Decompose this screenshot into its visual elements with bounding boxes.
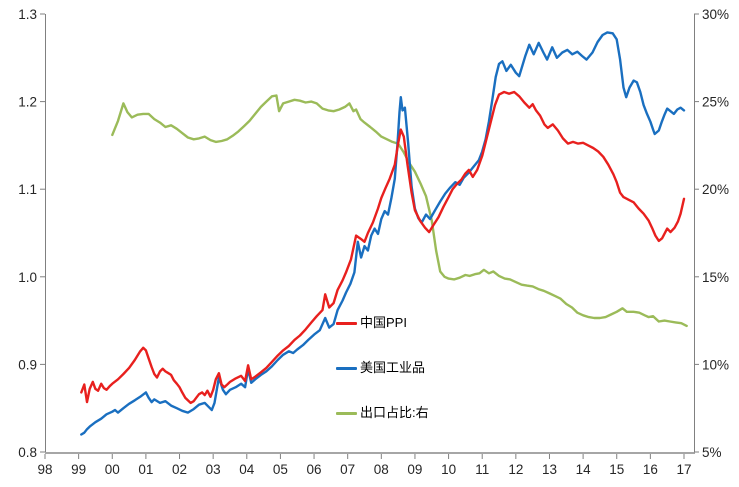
x-axis-tick-label: 02	[172, 462, 187, 477]
left-y-axis-tick-label: 1.3	[18, 7, 37, 22]
right-y-axis-tick-label: 20%	[702, 182, 729, 197]
right-y-axis-tick-label: 5%	[702, 445, 722, 460]
right-y-axis-tick-label: 25%	[702, 95, 729, 110]
right-y-axis-tick-label: 15%	[702, 270, 729, 285]
series-line-china_ppi	[80, 90, 686, 405]
x-axis-tick-label: 00	[105, 462, 120, 477]
legend-item-us-industrial: 美国工业品	[336, 360, 429, 376]
x-axis-tick-label: 01	[138, 462, 153, 477]
left-y-axis-tick-label: 1.2	[18, 95, 37, 110]
x-axis-tick-label: 13	[542, 462, 557, 477]
x-axis-tick-label: 10	[441, 462, 456, 477]
series-line-us_industrial	[80, 31, 686, 436]
x-axis-tick-label: 99	[71, 462, 86, 477]
left-y-axis-tick-label: 0.8	[18, 445, 37, 460]
x-axis-tick-label: 05	[273, 462, 288, 477]
legend-swatch-blue-line	[336, 366, 357, 370]
x-axis-tick-label: 07	[340, 462, 355, 477]
legend-item-china-ppi: 中国PPI	[336, 315, 429, 331]
x-axis-tick-label: 11	[475, 462, 489, 477]
right-y-axis-tick-label: 30%	[702, 7, 729, 22]
legend-item-export-share: 出口占比:右	[336, 405, 429, 421]
legend-label-china-ppi: 中国PPI	[360, 315, 407, 330]
legend-swatch-red-line	[336, 321, 357, 325]
x-axis-tick-label: 17	[676, 462, 691, 477]
x-axis-tick-label: 15	[609, 462, 624, 477]
x-axis-tick-label: 03	[206, 462, 221, 477]
left-y-axis-tick-label: 1.0	[18, 270, 37, 285]
x-axis-tick-label: 09	[407, 462, 422, 477]
left-y-axis-tick-label: 1.1	[18, 182, 37, 197]
left-y-axis-tick-label: 0.9	[18, 357, 37, 372]
x-axis-tick-label: 04	[239, 462, 255, 477]
x-axis-tick-label: 98	[37, 462, 52, 477]
legend-swatch-olive-line	[336, 411, 357, 415]
legend-label-us-industrial: 美国工业品	[360, 360, 426, 375]
legend-label-export-share: 出口占比:右	[360, 405, 429, 420]
x-axis-tick-label: 14	[576, 462, 592, 477]
chart-legend: 中国PPI 美国工业品 出口占比:右	[336, 315, 429, 421]
x-axis-tick-label: 12	[508, 462, 523, 477]
x-axis-tick-label: 06	[307, 462, 322, 477]
x-axis-tick-label: 16	[643, 462, 658, 477]
right-y-axis-tick-label: 10%	[702, 357, 729, 372]
x-axis-tick-label: 08	[374, 462, 389, 477]
